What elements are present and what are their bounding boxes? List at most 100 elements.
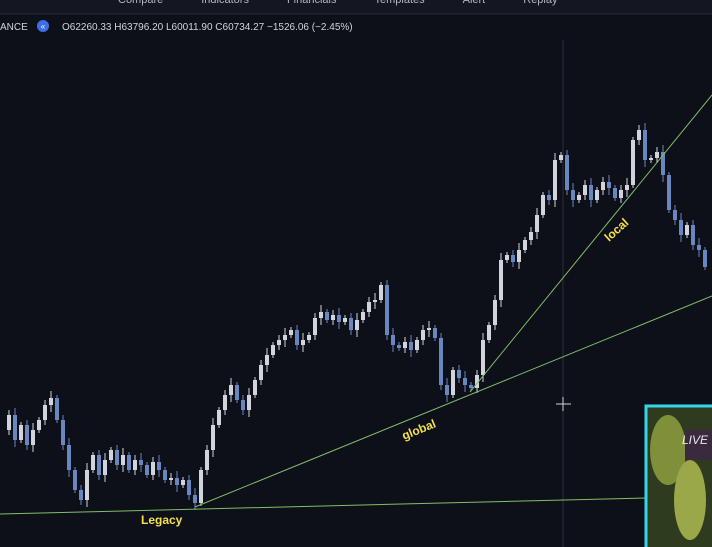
- candle-body: [319, 312, 323, 318]
- candle-body: [175, 478, 179, 485]
- candle-body: [217, 410, 221, 425]
- candle-body: [547, 195, 551, 200]
- candle-body: [91, 455, 95, 470]
- candle-body: [103, 460, 107, 475]
- candle-body: [463, 378, 467, 385]
- candle-body: [139, 460, 143, 465]
- candle-body: [253, 380, 257, 395]
- candle-body: [433, 328, 437, 338]
- candle-body: [43, 405, 47, 420]
- trendline-local: [469, 94, 712, 393]
- candle-body: [691, 225, 695, 245]
- candle-body: [283, 335, 287, 340]
- candle-body: [553, 160, 557, 200]
- candle-body: [697, 245, 701, 250]
- candle-body: [199, 470, 203, 503]
- candle-body: [685, 225, 689, 235]
- candle-body: [643, 130, 647, 160]
- candle-body: [331, 315, 335, 320]
- candle-body: [355, 320, 359, 330]
- candle-body: [271, 345, 275, 355]
- candle-body: [613, 188, 617, 198]
- candle-body: [481, 340, 485, 375]
- candle-body: [247, 395, 251, 410]
- candle-body: [493, 300, 497, 325]
- candle-body: [673, 210, 677, 220]
- candle-body: [667, 175, 671, 210]
- candle-body: [523, 240, 527, 250]
- candle-body: [601, 182, 605, 190]
- candle-body: [37, 420, 41, 430]
- toolbar: [0, 0, 712, 14]
- candle-body: [277, 340, 281, 345]
- webcam: LIVE: [644, 404, 712, 547]
- candle-body: [13, 415, 17, 440]
- toolbar-items: Compare Indicators Financials Templates Aler…: [118, 0, 558, 6]
- candle-body: [619, 190, 623, 198]
- label-local: local: [602, 216, 632, 245]
- candle-body: [595, 190, 599, 200]
- candle-body: [361, 312, 365, 320]
- candle-body: [205, 450, 209, 470]
- candle-body: [571, 190, 575, 200]
- toolbar-item[interactable]: Templates: [374, 0, 425, 6]
- candle-body: [625, 185, 629, 190]
- candle-body: [679, 220, 683, 235]
- toolbar-item[interactable]: Alert: [463, 0, 486, 6]
- candle-body: [505, 255, 509, 260]
- candle-body: [511, 255, 515, 262]
- candle-body: [373, 300, 377, 302]
- candle-body: [637, 130, 641, 140]
- candle-body: [583, 185, 587, 195]
- candle-body: [403, 342, 407, 348]
- candle-body: [457, 370, 461, 378]
- candle-body: [73, 470, 77, 490]
- candle-body: [541, 195, 545, 215]
- candle-body: [97, 455, 101, 475]
- candle-body: [115, 450, 119, 465]
- candle-body: [649, 158, 653, 160]
- candle-body: [121, 455, 125, 465]
- candle-body: [397, 345, 401, 348]
- candle-body: [475, 375, 479, 388]
- candle-body: [499, 260, 503, 300]
- candle-body: [559, 155, 563, 160]
- trendline-global: [194, 295, 712, 508]
- candle-body: [163, 470, 167, 480]
- candle-body: [385, 285, 389, 335]
- candle-body: [31, 430, 35, 445]
- candle-body: [187, 480, 191, 495]
- candle-body: [127, 455, 131, 470]
- candle-body: [439, 338, 443, 385]
- replay-icon[interactable]: [37, 20, 49, 32]
- toolbar-item[interactable]: Financials: [287, 0, 337, 6]
- candle-body: [307, 335, 311, 340]
- candle-body: [325, 312, 329, 320]
- webcam-badge: LIVE: [682, 433, 709, 447]
- candle-body: [49, 398, 53, 405]
- candle-body: [211, 425, 215, 450]
- label-global: global: [400, 417, 438, 443]
- candle-body: [55, 398, 59, 420]
- toolbar-item[interactable]: Replay: [523, 0, 558, 6]
- candle-body: [517, 250, 521, 262]
- candle-body: [445, 385, 449, 395]
- candle-body: [151, 462, 155, 475]
- candle-body: [409, 342, 413, 350]
- candle-body: [337, 315, 341, 322]
- candle-body: [7, 415, 11, 430]
- candle-body: [145, 465, 149, 475]
- candle-body: [313, 318, 317, 335]
- crosshair: [556, 397, 571, 411]
- toolbar-item[interactable]: Compare: [118, 0, 163, 6]
- candle-body: [655, 152, 659, 158]
- candle-body: [367, 302, 371, 312]
- candle-body: [589, 185, 593, 200]
- candle-body: [193, 495, 197, 503]
- candle-body: [577, 195, 581, 200]
- toolbar-item[interactable]: Indicators: [201, 0, 249, 6]
- candle-body: [391, 335, 395, 345]
- candle-body: [109, 450, 113, 460]
- candle-body: [79, 490, 83, 500]
